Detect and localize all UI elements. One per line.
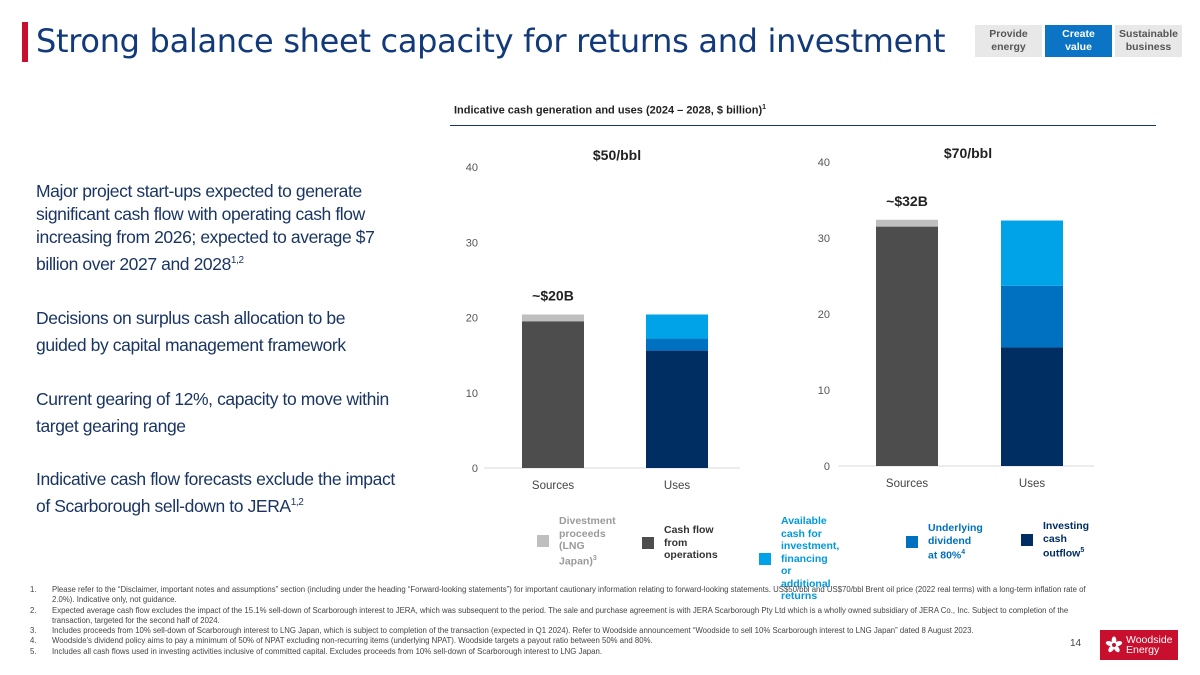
legend-swatch	[1021, 534, 1033, 546]
legend-footnote-ref: 3	[592, 554, 597, 562]
page-number: 14	[1070, 638, 1082, 649]
title-accent-bar	[22, 22, 28, 62]
nav-tab-sustainable-business[interactable]: Sustainable business	[1115, 25, 1182, 57]
section-nav: Provide energy Create value Sustainable …	[975, 25, 1182, 57]
y-tick-label: 20	[818, 309, 830, 321]
y-tick-label: 40	[818, 157, 830, 169]
bar-segment-investing-outflow	[646, 350, 708, 468]
bar-segment-underlying-dividend	[646, 338, 708, 351]
y-tick-label: 10	[818, 385, 830, 397]
sources-total-label: ~$32B	[886, 193, 928, 209]
legend-item-divestment: Divestment proceeds (LNG Japan)3	[537, 515, 616, 568]
key-point: Indicative cash flow forecasts exclude t…	[36, 469, 395, 517]
legend-swatch	[537, 535, 549, 548]
bar-segment-investing-outflow	[1001, 347, 1063, 466]
y-tick-label: 0	[824, 461, 830, 473]
bar-segment-divestment	[522, 314, 584, 322]
y-tick-label: 20	[466, 313, 478, 325]
key-point: Current gearing of 12%, capacity to move…	[36, 388, 389, 436]
bar-segment-cash-from-operations	[522, 321, 584, 468]
x-category-label: Sources	[532, 480, 574, 492]
key-point: Decisions on surplus cash allocation to …	[36, 307, 346, 355]
x-category-label: Sources	[886, 478, 928, 490]
bar-segment-cash-from-operations	[876, 226, 938, 466]
logo-text: Woodside Energy	[1126, 633, 1173, 656]
company-logo: Woodside Energy	[1100, 630, 1178, 660]
legend-footnote-ref: 5	[1080, 547, 1085, 554]
legend-swatch	[906, 536, 918, 548]
legend-footnote-ref: 4	[961, 549, 966, 556]
sources-total-label: ~$20B	[532, 287, 574, 303]
footnote: 2. Expected average cash flow excludes th…	[30, 605, 1069, 625]
key-point: Major project start-ups expected to gene…	[36, 181, 375, 274]
legend-label-text: Underlying dividend at 80%	[928, 522, 983, 562]
legend-label: Investing cash outflow5	[1043, 520, 1089, 560]
x-category-label: Uses	[664, 480, 690, 492]
chart-title: Indicative cash generation and uses (202…	[454, 104, 767, 117]
x-category-label: Uses	[1019, 478, 1045, 490]
nav-tab-provide-energy[interactable]: Provide energy	[975, 25, 1042, 57]
bar-segment-available-cash	[646, 314, 708, 339]
footnote: 1. Please refer to the “Disclaimer, impor…	[30, 585, 1086, 605]
legend-label: Available cash for investment, financing…	[781, 515, 839, 603]
legend-label-text: Cash flow from operations	[664, 524, 718, 561]
bar-segment-available-cash	[1001, 220, 1063, 286]
footnotes: 1. Please refer to the “Disclaimer, impor…	[30, 585, 1090, 657]
legend-label: Divestment proceeds (LNG Japan)3	[559, 515, 616, 568]
footnote: 5. Includes all cash flows used in invest…	[30, 646, 602, 656]
legend-item-available-cash: Available cash for investment, financing…	[759, 515, 839, 603]
legend-swatch	[642, 536, 654, 549]
woodside-flower-icon	[1105, 636, 1123, 653]
legend-item-underlying-dividend: Underlying dividend at 80%4	[906, 522, 983, 562]
legend-item-cash-from-operations: Cash flow from operations	[642, 524, 718, 562]
legend-label: Cash flow from operations	[664, 524, 718, 562]
y-tick-label: 0	[472, 463, 478, 475]
nav-tab-create-value[interactable]: Create value	[1045, 25, 1112, 57]
y-tick-label: 10	[466, 388, 478, 400]
legend-label-text: Available cash for investment, financing…	[781, 515, 840, 602]
bar-segment-underlying-dividend	[1001, 285, 1063, 348]
chart-price-title: $70/bbl	[944, 145, 992, 161]
bar-segment-divestment	[876, 219, 938, 227]
legend-label-text: Divestment proceeds (LNG Japan)	[559, 515, 616, 567]
legend-label-text: Investing cash outflow	[1043, 520, 1090, 560]
legend-label: Underlying dividend at 80%4	[928, 522, 983, 562]
y-tick-label: 30	[818, 233, 830, 245]
footnote: 4. Woodside's dividend policy aims to pay…	[30, 636, 653, 646]
y-tick-label: 30	[466, 237, 478, 249]
key-points: Major project start-ups expected to gene…	[36, 180, 396, 549]
chart-title-rule	[450, 125, 1156, 126]
footnote: 3. Includes proceeds from 10% sell-down o…	[30, 626, 974, 636]
y-tick-label: 40	[466, 162, 478, 174]
legend-swatch	[759, 552, 771, 565]
page-title: Strong balance sheet capacity for return…	[36, 22, 946, 60]
chart-price-title: $50/bbl	[593, 147, 641, 163]
legend-item-investing-outflow: Investing cash outflow5	[1021, 520, 1089, 560]
